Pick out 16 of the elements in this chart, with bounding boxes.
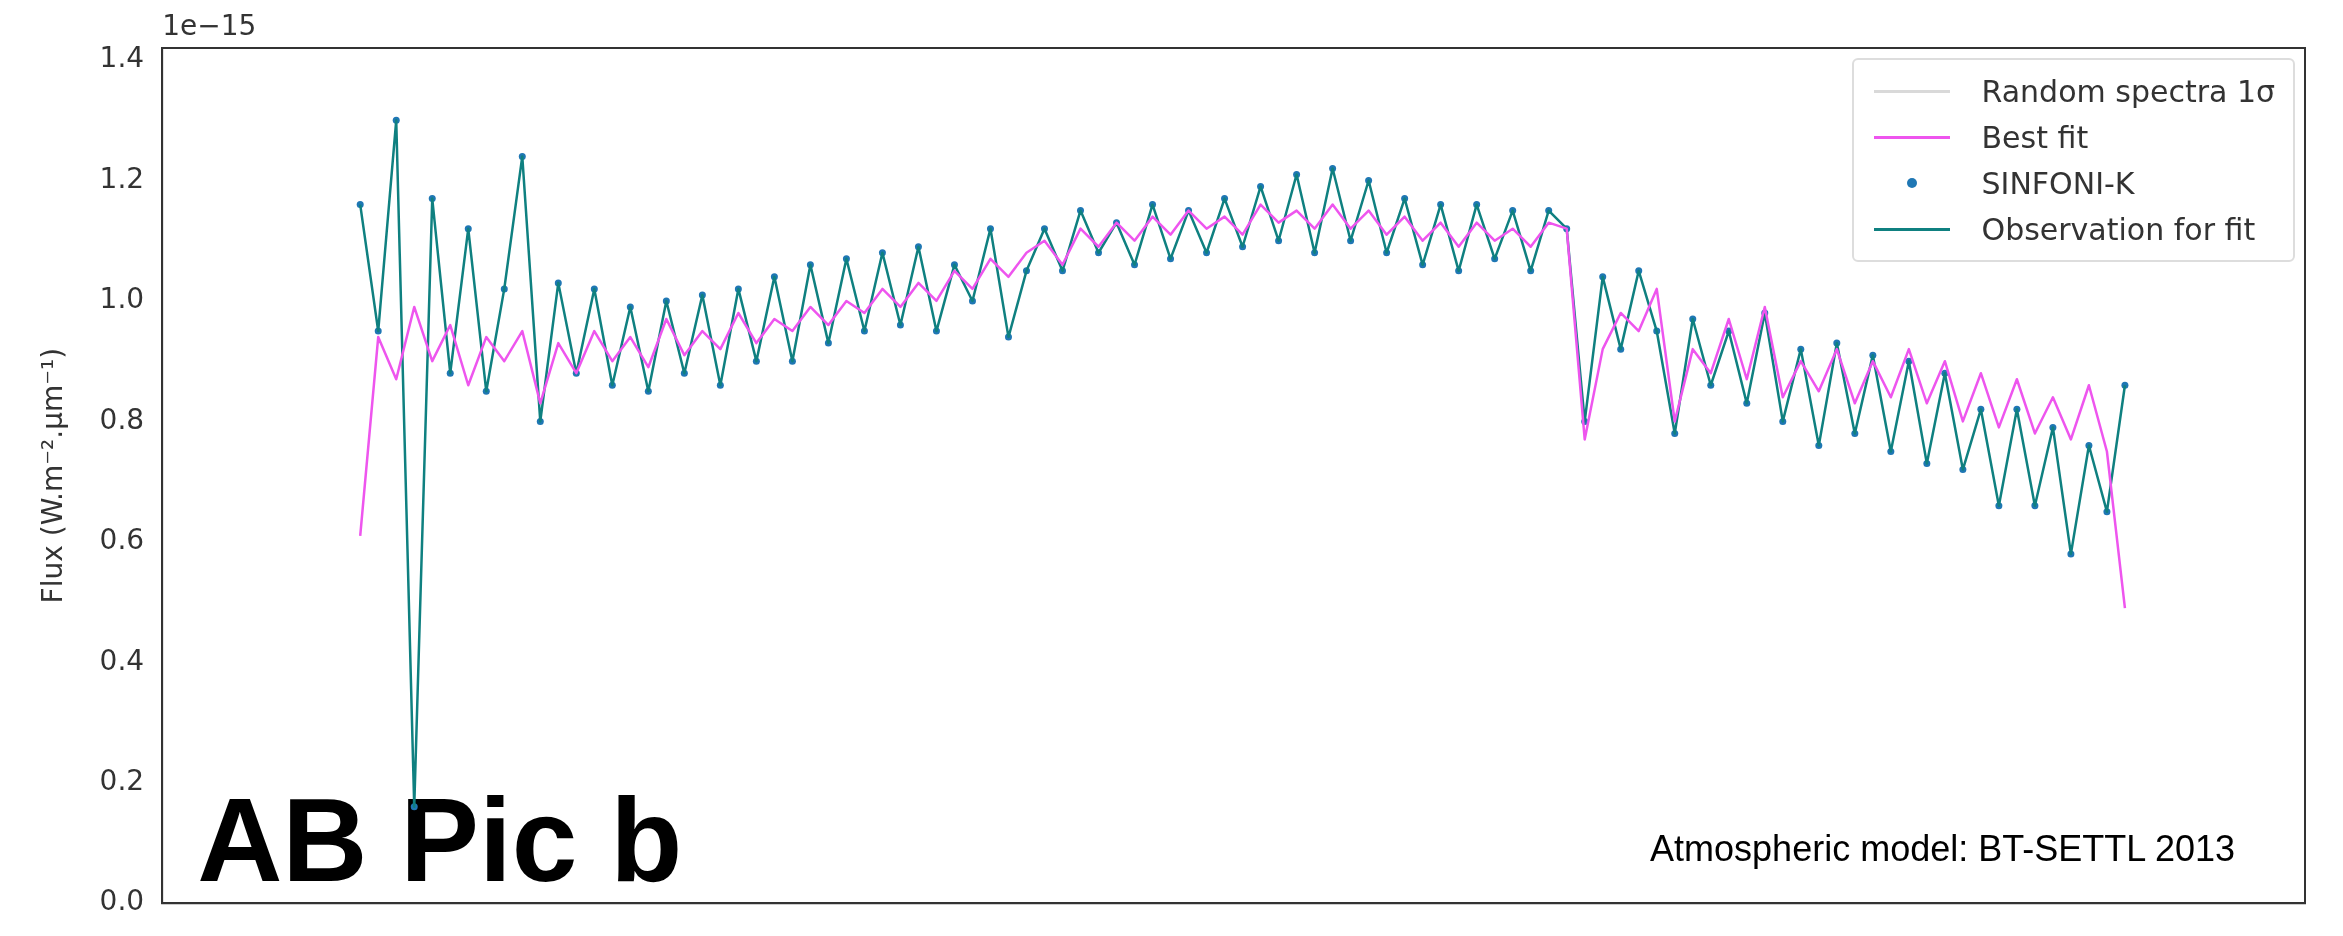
y-tick-label: 0.8 bbox=[99, 402, 145, 436]
y-tick-label: 0.4 bbox=[99, 643, 145, 677]
annotation: Atmospheric model: BT-SETTL 2013 bbox=[1650, 828, 2235, 870]
legend-label: Best fit bbox=[1981, 119, 2089, 155]
y-tick-label: 1.4 bbox=[99, 41, 145, 75]
legend-label: Random spectra 1σ bbox=[1981, 73, 2275, 109]
annotation: AB Pic b bbox=[197, 774, 683, 907]
legend-label: SINFONI-K bbox=[1981, 165, 2135, 201]
y-tick-label: 1.2 bbox=[99, 161, 145, 195]
text: 1e−15 bbox=[162, 9, 257, 43]
y-tick-label: 1.0 bbox=[99, 282, 145, 316]
y-tick-label: 0.2 bbox=[99, 764, 145, 798]
y-tick-label: 0.6 bbox=[99, 523, 145, 557]
y-axis-title: Flux (W.m⁻².µm⁻¹) bbox=[36, 347, 70, 604]
legend-label: Observation for fit bbox=[1981, 211, 2256, 247]
y-tick-label: 0.0 bbox=[99, 884, 145, 918]
